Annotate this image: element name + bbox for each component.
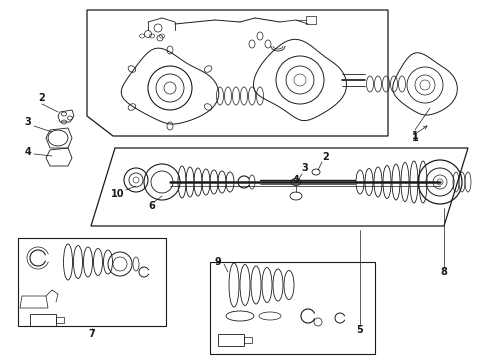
Text: 3: 3 [301,163,308,173]
Text: 1: 1 [411,133,418,143]
Text: 7: 7 [88,329,95,339]
Text: 6: 6 [148,201,155,211]
Text: 3: 3 [24,117,31,127]
Text: 5: 5 [356,325,363,335]
Text: 8: 8 [440,267,447,277]
Text: 1: 1 [411,131,418,141]
Text: 4: 4 [24,147,31,157]
Text: 4: 4 [292,175,299,185]
Text: 2: 2 [39,93,45,103]
Text: 2: 2 [322,152,329,162]
Text: 10: 10 [111,189,124,199]
Text: 9: 9 [214,257,221,267]
